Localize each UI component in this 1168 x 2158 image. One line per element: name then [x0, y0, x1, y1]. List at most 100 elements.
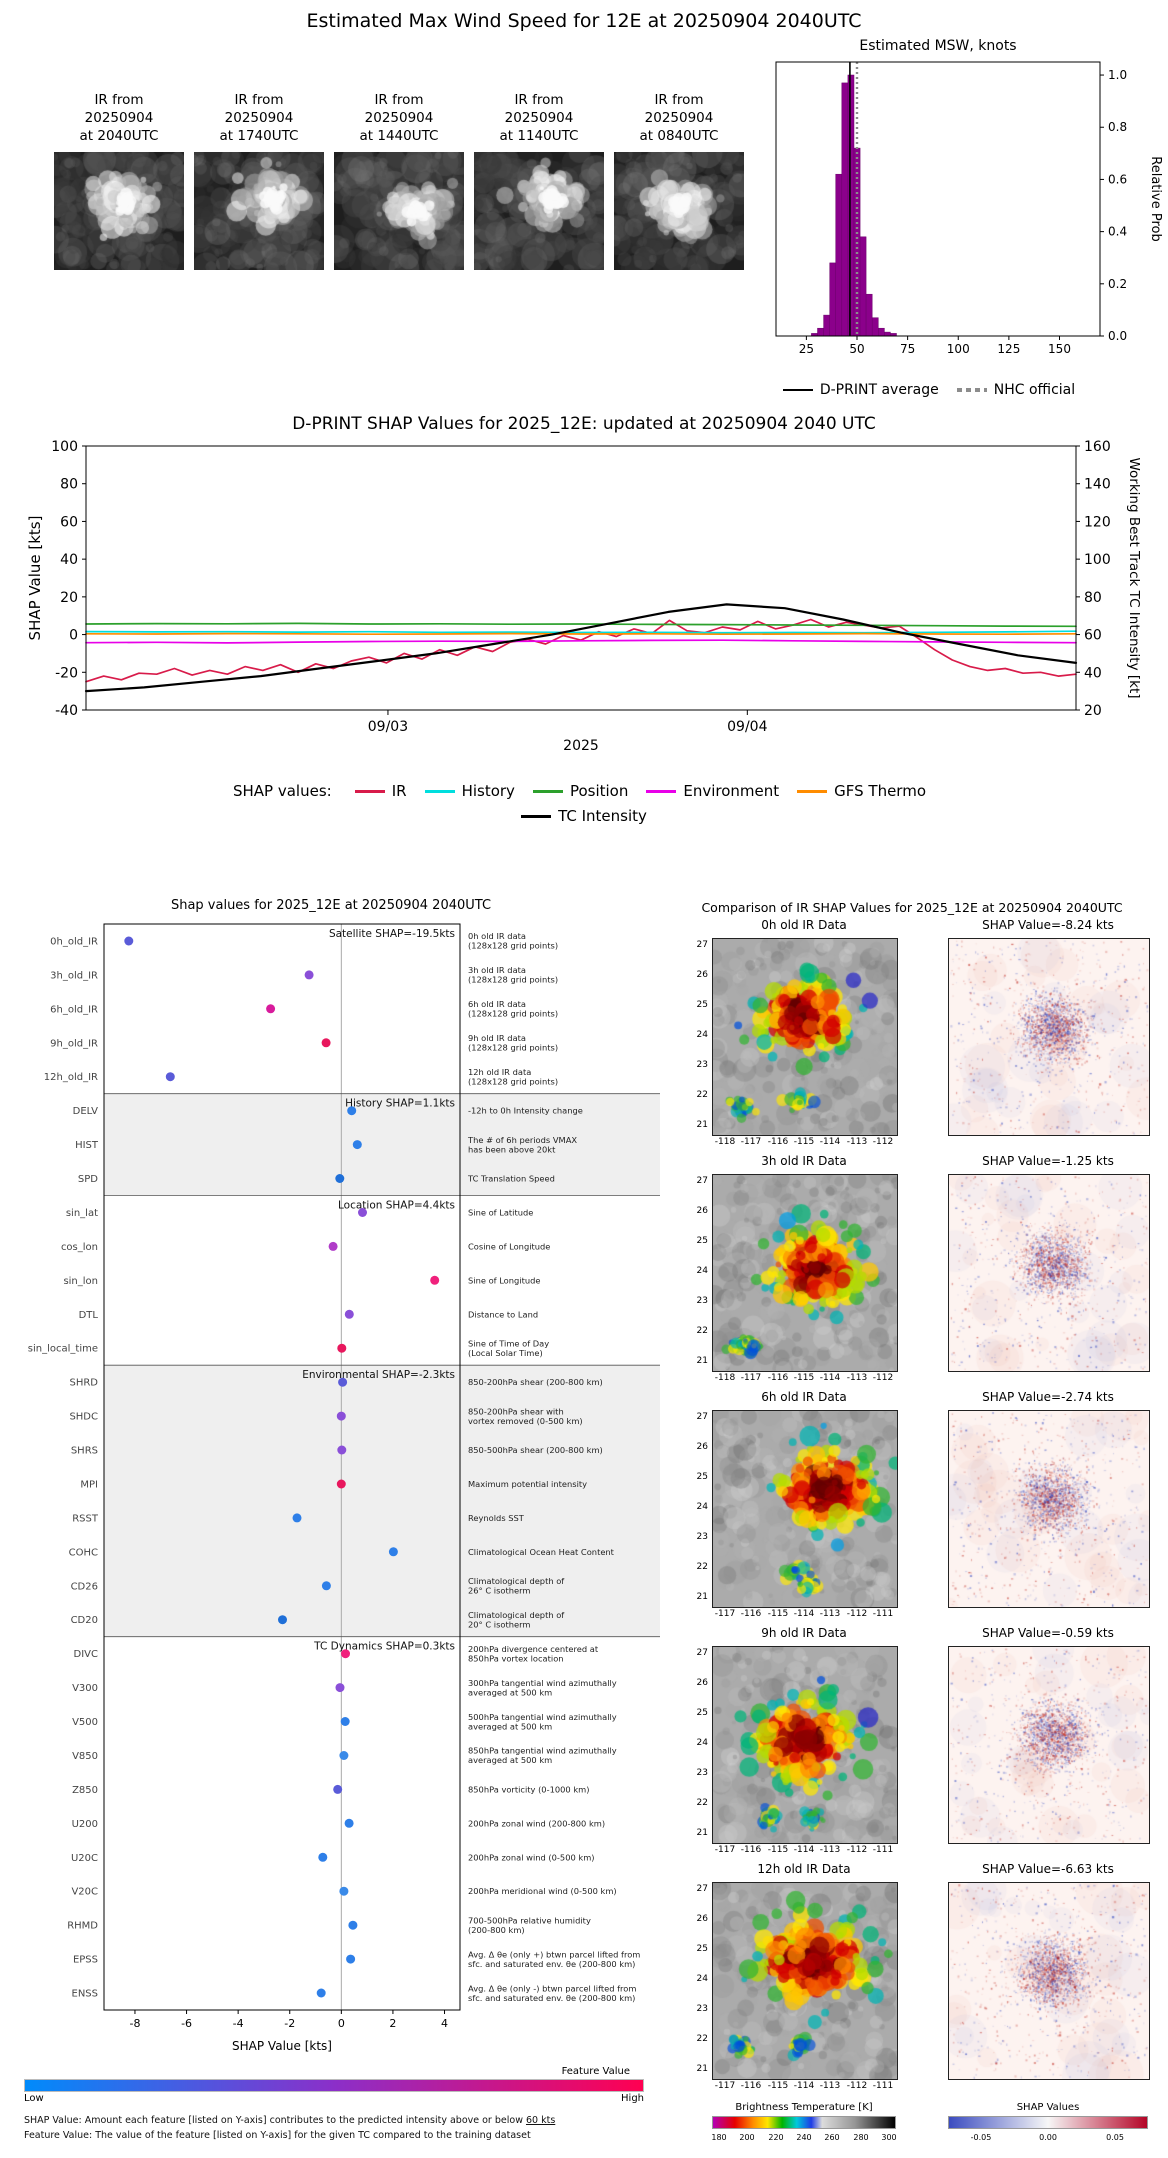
- y-tick-label: 25: [696, 1708, 708, 1718]
- y-tick-label: 60: [60, 514, 78, 530]
- feature-desc: Climatological depth of: [468, 1610, 565, 1620]
- y-tick-label: 25: [696, 1472, 708, 1482]
- feature-desc: 3h old IR data: [468, 965, 526, 975]
- shap-panel-title: SHAP Value=-2.74 kts: [982, 1390, 1114, 1404]
- feature-name: HIST: [75, 1140, 99, 1151]
- shap-panel-title: SHAP Value=-1.25 kts: [982, 1154, 1114, 1168]
- feature-name: DTL: [79, 1310, 99, 1321]
- feature-name: cos_lon: [61, 1242, 98, 1253]
- group-label: TC Dynamics SHAP=0.3kts: [313, 1641, 455, 1653]
- x-tick-label: -114: [793, 1845, 815, 1855]
- line-swatch: [532, 790, 563, 793]
- x-tick-label: -116: [767, 1137, 789, 1147]
- feature-desc: Sine of Longitude: [468, 1275, 540, 1285]
- y-tick-label: 21: [696, 1592, 708, 1602]
- y-tick-label: 40: [60, 552, 78, 568]
- shap-dot: [340, 1717, 350, 1726]
- histogram-bar: [817, 327, 824, 337]
- x-tick-label: 75: [900, 342, 915, 356]
- ir-thumbnail-label-line: IR from: [514, 92, 564, 108]
- x-tick-label: -113: [846, 1137, 868, 1147]
- x-tick-label: -116: [767, 1373, 789, 1383]
- timeseries-legend-row: SHAP values: IR History Position Environment…: [0, 779, 1168, 804]
- ir-thumbnail-label-line: at 1440UTC: [359, 127, 439, 144]
- footnotes: SHAP Value: Amount each feature [listed …: [24, 2114, 684, 2143]
- feature-name: sin_lat: [66, 1208, 98, 1219]
- feature-desc: Reynolds SST: [468, 1513, 525, 1523]
- feature-desc: 6h old IR data: [468, 999, 526, 1009]
- feature-desc: 200hPa divergence centered at: [468, 1644, 599, 1654]
- shap-dot: [335, 1174, 345, 1183]
- feature-desc: averaged at 500 km: [468, 1721, 552, 1731]
- shap-dot: [352, 1140, 362, 1150]
- timeseries-legend: SHAP values: IR History Position Environment…: [0, 779, 1168, 829]
- x-tick-label: -116: [740, 2081, 762, 2091]
- x-tick-label: -6: [181, 2017, 192, 2030]
- x-tick-label: -118: [714, 1137, 736, 1147]
- y-tick-label: 27: [696, 1412, 708, 1422]
- bt-colorbar-tick: 280: [853, 2133, 869, 2142]
- group-label: Satellite SHAP=-19.5kts: [329, 928, 455, 940]
- y-tick-label: 24: [696, 1030, 708, 1040]
- shap-dot: [165, 1072, 175, 1082]
- group-label: Location SHAP=4.4kts: [338, 1200, 455, 1212]
- feature-value-low-label: Low: [24, 2093, 44, 2104]
- ir-panel-title: 9h old IR Data: [761, 1626, 847, 1640]
- feature-desc: (128x128 grid points): [468, 1043, 558, 1053]
- shap-dot: [304, 970, 314, 980]
- x-tick-label: 2: [389, 2017, 396, 2030]
- histogram-bar: [865, 293, 873, 337]
- legend-item: GFS Thermo: [797, 782, 926, 800]
- y-tick-label: 26: [696, 970, 708, 980]
- shap-dot: [336, 1411, 346, 1421]
- feature-name: V20C: [71, 1887, 98, 1898]
- shap-value-image: [948, 1174, 1150, 1372]
- legend-item: History: [424, 782, 515, 800]
- feature-name: SPD: [78, 1174, 98, 1185]
- x-tick-label: -117: [740, 1137, 762, 1147]
- shap-dot: [339, 1886, 349, 1896]
- x-tick-label: -114: [793, 2081, 815, 2091]
- shap-dot: [347, 1106, 357, 1116]
- legend-label: Environment: [683, 782, 780, 800]
- ir-panel-title: 0h old IR Data: [761, 918, 847, 932]
- feature-name: 6h_old_IR: [50, 1004, 98, 1015]
- y-tick-label: 23: [696, 1768, 708, 1778]
- shap-dot: [292, 1513, 302, 1523]
- msw-histogram-chart: 25 50 75 100 125 150 0.0 0.2 0.4 0.6 0.8 1.0 Estimat…: [775, 38, 1163, 356]
- series-environment: [85, 639, 1077, 644]
- legend-label: GFS Thermo: [834, 782, 926, 800]
- y-tick-label: 26: [696, 1914, 708, 1924]
- x-tick-label: -113: [846, 1373, 868, 1383]
- legend-label: History: [461, 782, 515, 800]
- feature-name: V850: [72, 1751, 98, 1762]
- shap-dot: [388, 1547, 398, 1557]
- x-tick-label: -111: [872, 1609, 894, 1619]
- x-tick-label: -117: [714, 2081, 736, 2091]
- main-title: Estimated Max Wind Speed for 12E at 2025…: [306, 10, 862, 32]
- x-tick-label: 100: [947, 342, 970, 356]
- feature-desc: Distance to Land: [468, 1309, 538, 1319]
- ir-thumbnail-label: IR from 20250904 at 1140UTC: [474, 92, 604, 146]
- legend-label: NHC official: [993, 382, 1076, 398]
- histogram-title: Estimated MSW, knots: [859, 38, 1016, 54]
- ir-thumbnail: IR from 20250904 at 1140UTC: [474, 92, 604, 270]
- feature-name: Z850: [72, 1785, 98, 1796]
- x-tick-label: 09/04: [727, 719, 767, 735]
- ir-thumbnail-label: IR from 20250904 at 2040UTC: [54, 92, 184, 146]
- feature-name: ENSS: [72, 1989, 99, 2000]
- y-tick-label: 0.6: [1108, 172, 1127, 186]
- shap-dot: [430, 1275, 440, 1285]
- timeseries-title: D-PRINT SHAP Values for 2025_12E: update…: [292, 414, 876, 434]
- histogram-bar: [823, 314, 830, 337]
- shap-panel-title: SHAP Value=-8.24 kts: [982, 918, 1114, 932]
- legend-item: Position: [532, 782, 628, 800]
- x-tick-label: -111: [872, 2081, 894, 2091]
- x-tick-label: -112: [846, 2081, 868, 2091]
- y-tick-label: 20: [60, 590, 78, 606]
- y-tick-label: 27: [696, 1884, 708, 1894]
- feature-desc: 850-200hPa shear (200-800 km): [468, 1377, 603, 1387]
- ir-thumbnail-label: IR from 20250904 at 0840UTC: [614, 92, 744, 146]
- x-tick-label: -117: [714, 1845, 736, 1855]
